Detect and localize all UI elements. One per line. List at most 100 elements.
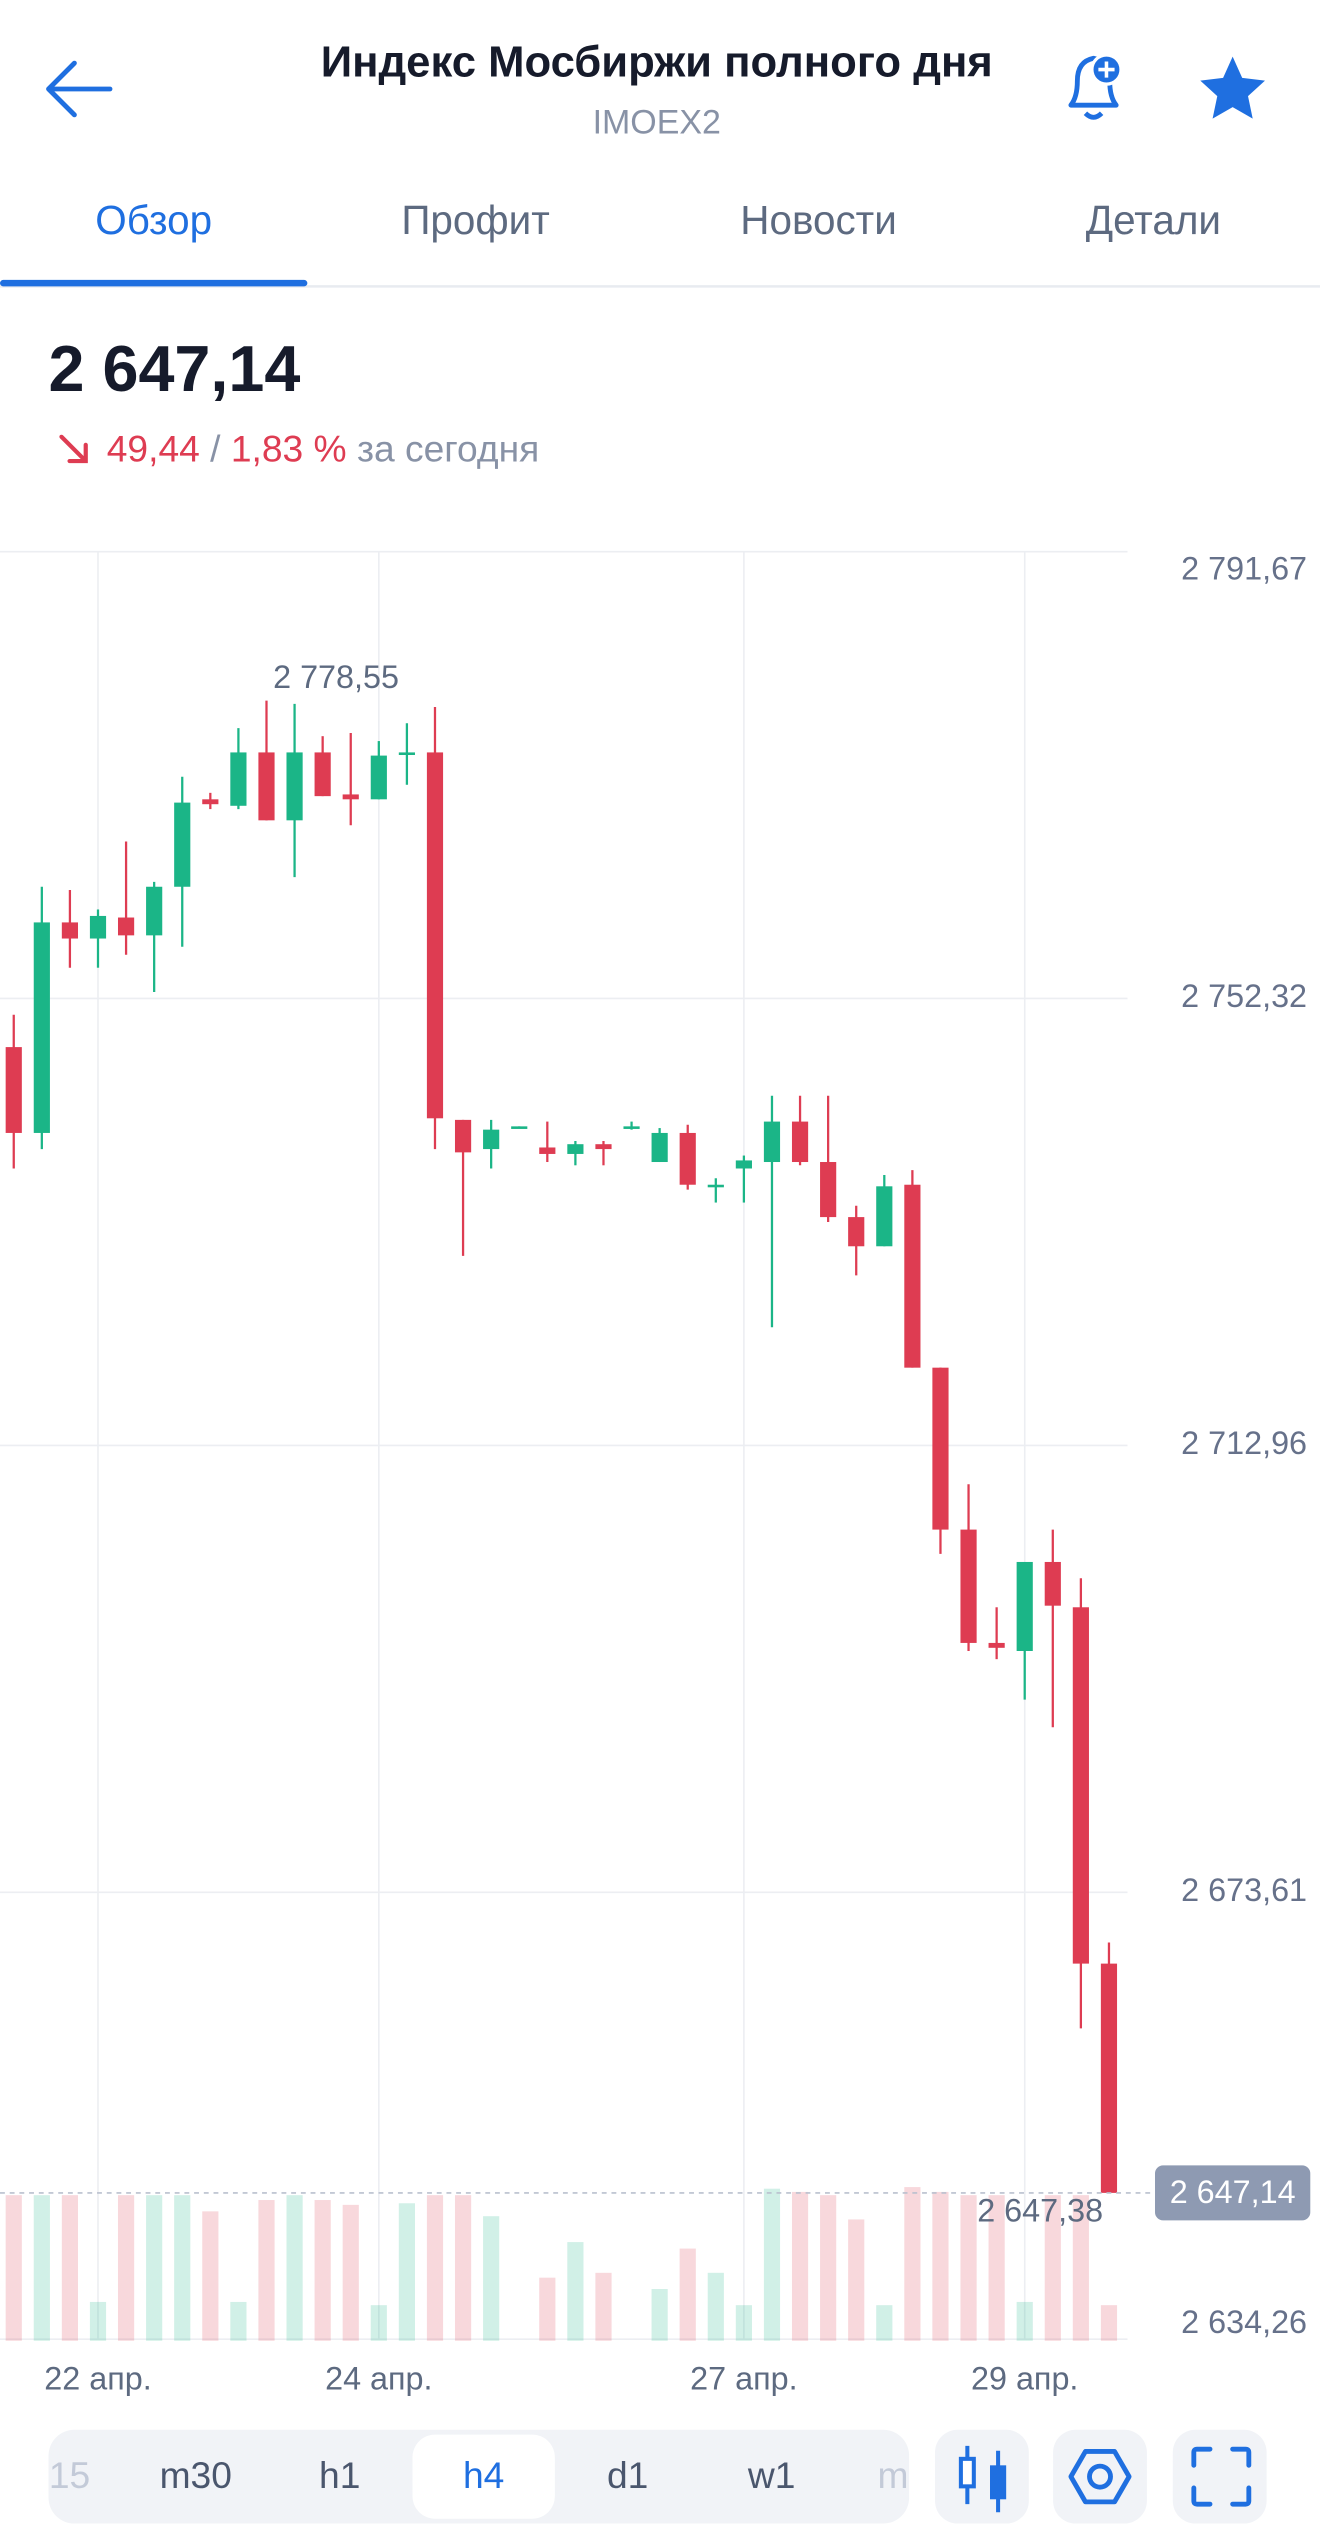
tab[interactable]: Профит	[401, 197, 549, 243]
x-tick-label: 27 апр.	[690, 2361, 797, 2397]
volume-bar	[117, 2195, 135, 2341]
volume-bar	[370, 2305, 387, 2341]
candle-body	[539, 1147, 556, 1154]
candle-body	[61, 922, 79, 939]
volume-bar	[791, 2191, 809, 2341]
candle-body	[820, 1162, 837, 1218]
candle-body	[735, 1160, 752, 1169]
hexagon-dot	[1087, 2463, 1113, 2490]
y-tick-label: 2 752,32	[1181, 978, 1307, 1014]
y-tick-label: 2 791,67	[1181, 551, 1307, 587]
volume-bar	[426, 2195, 444, 2341]
candle-body	[679, 1132, 696, 1185]
volume-bar	[258, 2200, 275, 2341]
volume-bar	[1100, 2305, 1118, 2341]
last-price-tag	[1155, 2165, 1311, 2221]
candle-body	[286, 752, 303, 821]
volume-bar	[763, 2188, 781, 2341]
timeframe[interactable]: h4	[463, 2454, 504, 2496]
volume-bar	[595, 2272, 612, 2341]
volume-bar	[342, 2204, 359, 2341]
bell-icon	[1068, 55, 1119, 108]
tab[interactable]: Новости	[740, 197, 897, 243]
candle-body	[707, 1184, 724, 1188]
change-abs: 49,44	[107, 427, 200, 469]
icon-body	[990, 2465, 1007, 2500]
volume-bar	[735, 2305, 752, 2341]
volume-bar	[820, 2195, 837, 2341]
candle-body	[398, 752, 415, 756]
candle-body	[1016, 1561, 1033, 1651]
settings-button[interactable]	[1053, 2429, 1147, 2524]
volume-bar	[398, 2203, 415, 2341]
candle-body	[595, 1144, 612, 1150]
favorite-star[interactable]	[1200, 56, 1265, 119]
candle-body	[426, 752, 444, 1119]
timeframe[interactable]: m30	[160, 2454, 232, 2496]
tab[interactable]: Обзор	[95, 197, 212, 243]
candle-body	[202, 799, 219, 805]
down-arrow	[59, 434, 88, 464]
candle-body	[370, 755, 387, 800]
volume-bar	[539, 2277, 556, 2341]
volume-bar	[876, 2305, 893, 2341]
x-tick-label: 22 апр.	[44, 2361, 151, 2397]
candle-body	[511, 1126, 528, 1129]
volume-bar	[960, 2195, 977, 2341]
candle-body	[1044, 1561, 1061, 1606]
x-tick-label: 29 апр.	[971, 2361, 1078, 2397]
volume-bar	[1016, 2301, 1033, 2341]
fullscreen-button[interactable]	[1172, 2429, 1267, 2524]
change-separator: /	[210, 427, 221, 469]
candle-body	[763, 1121, 781, 1163]
candle-body	[5, 1047, 22, 1133]
change-pct: 1,83 %	[231, 427, 347, 469]
timeframe[interactable]: d1	[607, 2454, 648, 2496]
chart: 2 791,67 2 752,32 2 712,96 2 673,61 2 634,26…	[0, 551, 1311, 2397]
candle-body	[876, 1186, 893, 1247]
candle-body	[1100, 1963, 1118, 2193]
volume-bar	[89, 2301, 107, 2341]
timeframe[interactable]: 15	[49, 2454, 90, 2496]
back-button[interactable]	[32, 49, 123, 130]
candle-body	[117, 917, 135, 936]
candle-body	[146, 886, 163, 936]
button-bg[interactable]	[1172, 2429, 1267, 2524]
timeframe[interactable]: m	[877, 2454, 908, 2496]
chart-type-button[interactable]	[935, 2429, 1029, 2524]
volume-bar	[314, 2200, 331, 2341]
timeframe[interactable]: h1	[319, 2454, 360, 2496]
candle-body	[791, 1121, 809, 1163]
volume-bar	[454, 2195, 472, 2341]
candle-body	[258, 752, 275, 821]
volume-bar	[904, 2187, 921, 2341]
volume-bar	[1072, 2195, 1089, 2341]
button-bg[interactable]	[1053, 2429, 1147, 2524]
change-period: за сегодня	[357, 427, 539, 469]
back-arrow	[46, 60, 113, 118]
subtitle: IMOEX2	[593, 104, 721, 142]
candle-body	[89, 915, 107, 939]
timeframe-selected-bg[interactable]	[412, 2434, 555, 2519]
tab[interactable]: Детали	[1086, 197, 1221, 243]
candle-body	[848, 1217, 865, 1247]
candle-body	[567, 1144, 584, 1154]
candle-body	[623, 1126, 640, 1129]
volume-bar	[174, 2195, 191, 2341]
alert-button[interactable]	[1068, 53, 1123, 120]
button-bg[interactable]	[935, 2429, 1029, 2524]
volume-bar	[651, 2289, 668, 2341]
volume-bar	[5, 2195, 22, 2341]
volume-bar	[988, 2195, 1005, 2341]
tab-indicator	[0, 279, 308, 287]
fullscreen-icon	[1191, 2446, 1252, 2507]
timeframe[interactable]: w1	[747, 2454, 796, 2496]
volume-bar	[33, 2195, 50, 2341]
volume-bar	[61, 2195, 79, 2341]
change: 49,44 / 1,83 % за сегодня	[107, 427, 540, 469]
title: Индекс Мосбиржи полного дня	[321, 37, 993, 86]
candle-body	[33, 922, 50, 1133]
volume-bar	[567, 2242, 584, 2341]
candle-body	[960, 1529, 977, 1643]
